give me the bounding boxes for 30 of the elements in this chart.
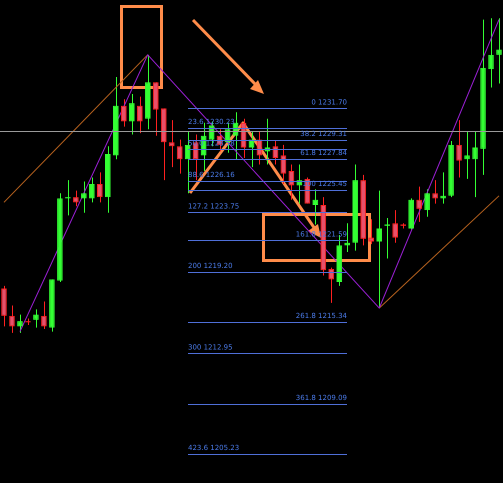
candlestick xyxy=(33,308,39,328)
candlestick xyxy=(17,314,23,334)
candlestick xyxy=(128,93,135,135)
candlestick xyxy=(97,172,103,203)
candlestick xyxy=(81,180,87,214)
candlestick xyxy=(312,188,318,226)
candlestick xyxy=(496,18,502,84)
candlestick xyxy=(136,96,143,134)
candlestick xyxy=(288,164,294,200)
candlestick xyxy=(488,18,494,88)
candlestick xyxy=(456,120,462,178)
candlestick xyxy=(9,304,15,334)
candlestick xyxy=(89,177,95,203)
candlestick xyxy=(376,190,382,309)
candlestick xyxy=(120,98,127,128)
candlestick xyxy=(184,131,190,194)
candlestick xyxy=(424,188,430,218)
candlestick xyxy=(368,218,374,245)
candlestick xyxy=(272,140,278,165)
candlestick xyxy=(472,131,478,198)
candlestick xyxy=(416,186,422,222)
candlestick xyxy=(256,131,262,165)
candlestick xyxy=(464,131,470,180)
candlestick xyxy=(432,180,438,204)
candlestick xyxy=(248,131,254,168)
candlestick xyxy=(73,190,79,207)
candlestick xyxy=(280,144,286,185)
candlestick xyxy=(392,210,398,244)
candlestick xyxy=(176,139,182,174)
candlestick xyxy=(41,301,47,330)
